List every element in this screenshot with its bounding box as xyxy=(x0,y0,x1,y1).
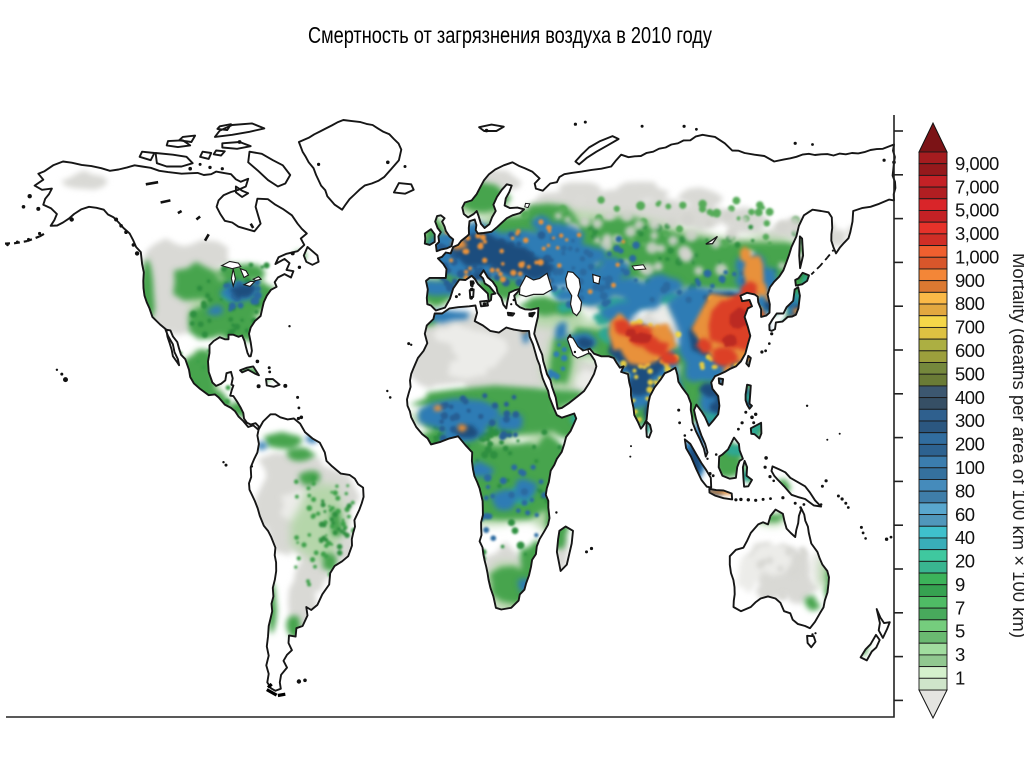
svg-text:9: 9 xyxy=(955,574,965,595)
svg-text:3,000: 3,000 xyxy=(955,223,999,244)
svg-text:60: 60 xyxy=(955,504,975,525)
svg-text:1: 1 xyxy=(955,668,965,689)
svg-text:5,000: 5,000 xyxy=(955,200,999,221)
svg-text:200: 200 xyxy=(955,434,985,455)
svg-text:20: 20 xyxy=(955,551,975,572)
svg-text:400: 400 xyxy=(955,387,985,408)
svg-text:9,000: 9,000 xyxy=(955,153,999,174)
svg-text:Mortality (deaths per area of: Mortality (deaths per area of 100 km × 1… xyxy=(1009,253,1024,638)
svg-text:40: 40 xyxy=(955,527,975,548)
svg-text:Смертность от загрязнения возд: Смертность от загрязнения воздуха в 2010… xyxy=(308,22,712,48)
svg-text:7,000: 7,000 xyxy=(955,176,999,197)
svg-text:100: 100 xyxy=(955,457,985,478)
svg-text:500: 500 xyxy=(955,363,985,384)
svg-text:5: 5 xyxy=(955,621,965,642)
svg-text:900: 900 xyxy=(955,270,985,291)
svg-text:3: 3 xyxy=(955,644,965,665)
svg-text:800: 800 xyxy=(955,293,985,314)
svg-text:80: 80 xyxy=(955,480,975,501)
svg-text:7: 7 xyxy=(955,597,965,618)
svg-text:600: 600 xyxy=(955,340,985,361)
svg-text:1,000: 1,000 xyxy=(955,247,999,268)
svg-text:700: 700 xyxy=(955,317,985,338)
svg-text:300: 300 xyxy=(955,410,985,431)
